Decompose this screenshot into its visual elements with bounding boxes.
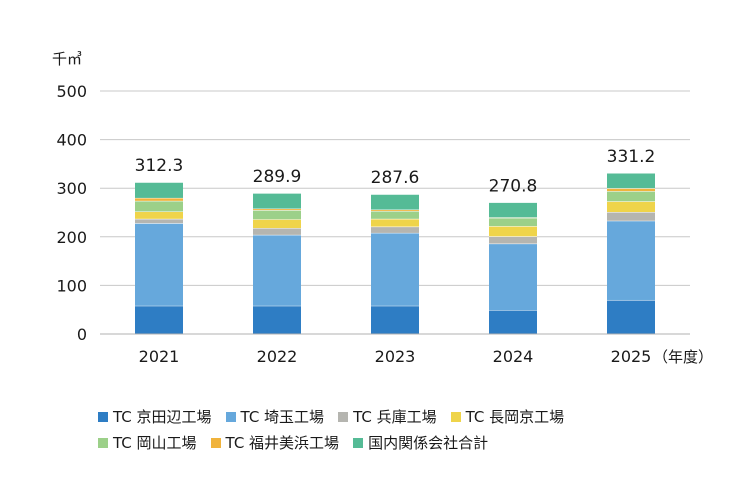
- legend-swatch: [450, 412, 461, 422]
- legend-swatch: [98, 412, 108, 422]
- x-tick-label: 2025: [611, 347, 652, 366]
- y-tick-label: 400: [56, 131, 87, 150]
- legend-label: TC 長岡京工場: [465, 408, 565, 426]
- legend-item: TC 京田辺工場: [98, 404, 212, 430]
- legend-label: TC 岡山工場: [113, 434, 197, 452]
- total-data-label: 331.2: [607, 147, 656, 167]
- legend: TC 京田辺工場 TC 埼玉工場 TC 兵庫工場 TC 長岡京工場 TC 岡山工場 TC…: [98, 404, 718, 456]
- bar-segment: [607, 299, 655, 334]
- legend-item: TC 岡山工場: [98, 430, 197, 456]
- legend-label: TC 福井美浜工場: [225, 434, 340, 452]
- legend-row: TC 岡山工場 TC 福井美浜工場 国内関係会社合計: [98, 430, 718, 456]
- bar-segment: [135, 200, 183, 212]
- bar-segment: [253, 219, 301, 229]
- bar-segment: [135, 305, 183, 334]
- bar-segment: [253, 210, 301, 220]
- bar-segment: [489, 310, 537, 334]
- bar-segment: [253, 228, 301, 235]
- y-tick-label: 0: [77, 325, 87, 344]
- legend-item: 国内関係会社合計: [353, 430, 488, 456]
- bar-segment: [135, 218, 183, 224]
- total-data-label: 289.9: [253, 167, 302, 187]
- bar-segment: [489, 217, 537, 227]
- bar-segment: [371, 218, 419, 227]
- bar-segment: [371, 194, 419, 210]
- bar-segment: [253, 208, 301, 211]
- legend-item: TC 長岡京工場: [450, 404, 565, 430]
- x-axis-unit-label: （年度）: [653, 348, 713, 366]
- bar-segment: [135, 197, 183, 201]
- bar-segment: [135, 211, 183, 219]
- bar-segment: [371, 211, 419, 219]
- y-axis-unit-label: 千㎥: [52, 50, 82, 68]
- legend-item: TC 福井美浜工場: [210, 430, 340, 456]
- legend-swatch: [98, 438, 108, 448]
- bar-segment: [607, 201, 655, 213]
- bar-segment: [607, 212, 655, 221]
- y-tick-label: 100: [56, 276, 87, 295]
- bar-segment: [371, 232, 419, 306]
- legend-swatch: [338, 412, 349, 422]
- legend-label: TC 京田辺工場: [113, 408, 212, 426]
- legend-label: TC 埼玉工場: [240, 408, 325, 426]
- legend-swatch: [225, 412, 236, 422]
- bar-segment: [489, 202, 537, 218]
- bar-segment: [135, 223, 183, 306]
- bar-segment: [489, 243, 537, 311]
- legend-row: TC 京田辺工場 TC 埼玉工場 TC 兵庫工場 TC 長岡京工場: [98, 404, 718, 430]
- x-tick-label: 2024: [493, 347, 534, 366]
- total-data-label: 312.3: [135, 156, 184, 176]
- bar-segment: [607, 188, 655, 192]
- bar-segment: [253, 193, 301, 209]
- legend-item: TC 兵庫工場: [338, 404, 437, 430]
- total-data-label: 287.6: [371, 168, 420, 188]
- legend-label: TC 兵庫工場: [353, 408, 437, 426]
- bar-segment: [253, 305, 301, 334]
- legend-label: 国内関係会社合計: [368, 434, 489, 452]
- bar-segment: [489, 226, 537, 237]
- bar-segment: [135, 182, 183, 198]
- legend-swatch: [353, 438, 364, 448]
- legend-item: TC 埼玉工場: [225, 404, 325, 430]
- x-tick-label: 2021: [139, 347, 180, 366]
- stacked-bar-chart: 千㎥ 0 100 200 300 400 500 312.3 2021 289.9 2022 287.…: [52, 50, 713, 366]
- y-tick-label: 500: [56, 82, 87, 101]
- bar-segment: [607, 173, 655, 189]
- bar-segment: [371, 226, 419, 233]
- bar-segment: [489, 236, 537, 244]
- bar-segment: [607, 220, 655, 300]
- x-tick-label: 2022: [257, 347, 298, 366]
- total-data-label: 270.8: [489, 176, 538, 196]
- bar-segment: [607, 191, 655, 202]
- bar-segment: [253, 234, 301, 306]
- legend-swatch: [210, 438, 221, 448]
- bar-segment: [371, 305, 419, 334]
- y-tick-label: 300: [56, 179, 87, 198]
- y-tick-label: 200: [56, 228, 87, 247]
- x-tick-label: 2023: [375, 347, 416, 366]
- bar-segment: [371, 209, 419, 212]
